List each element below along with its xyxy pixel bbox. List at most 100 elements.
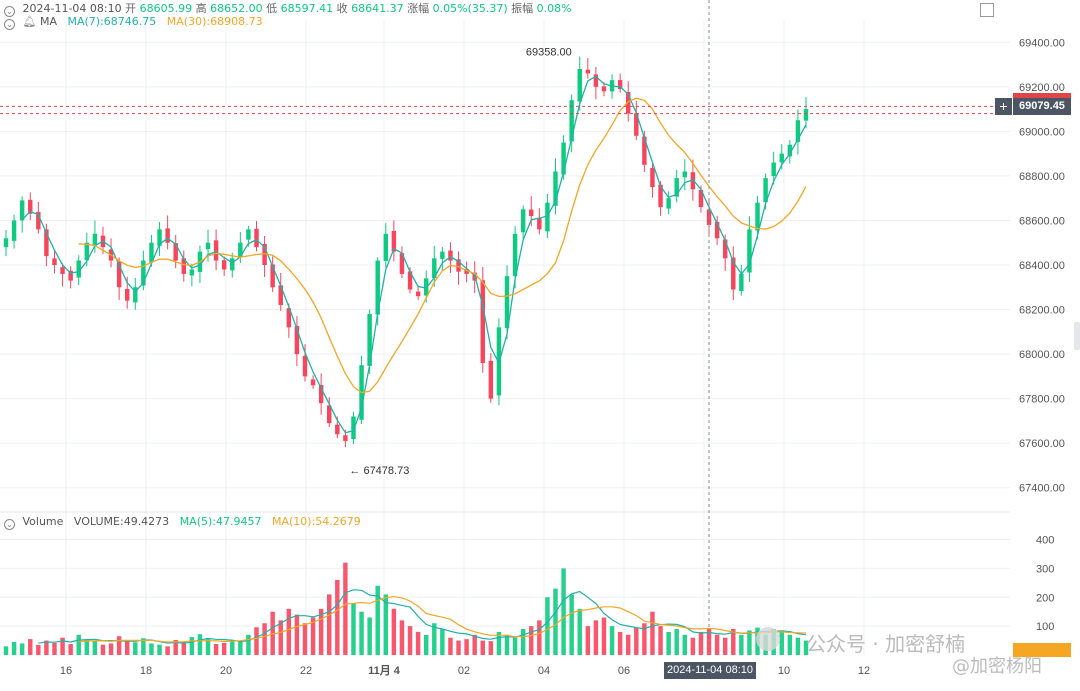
candle-body — [763, 178, 768, 203]
candle-body — [262, 243, 267, 265]
volume-bar — [173, 639, 178, 655]
volume-bar — [407, 626, 413, 655]
candle-body — [407, 271, 413, 290]
volume-bar — [480, 640, 485, 655]
volume-bar — [391, 608, 397, 655]
volume-bar — [165, 646, 170, 655]
candle-body — [456, 259, 461, 272]
volume-bar — [553, 588, 558, 655]
candle-body — [423, 278, 429, 296]
volume-bar — [197, 634, 203, 655]
volume-bar — [739, 634, 744, 655]
volume-bar — [399, 620, 405, 655]
candle-body — [642, 136, 647, 165]
volume-bar — [92, 641, 98, 655]
time-tick-label: 04 — [538, 665, 550, 677]
ma30-text: MA(30):68908.73 — [166, 15, 263, 28]
volume-bar — [367, 617, 372, 655]
candle-body — [318, 385, 324, 404]
volume-bar — [569, 594, 574, 655]
candle-body — [682, 171, 688, 178]
volume-bar — [108, 643, 114, 655]
candle-body — [739, 273, 744, 291]
volume-title: Volume — [22, 515, 64, 528]
candle-body — [747, 229, 752, 273]
expand-icon[interactable] — [980, 3, 994, 17]
price-tick-label: 69200.00 — [1019, 82, 1065, 94]
candle-body — [116, 261, 122, 288]
candle-body — [246, 229, 251, 240]
volume-bar — [666, 631, 671, 655]
volume-bar — [383, 594, 389, 655]
candle-body — [165, 228, 170, 243]
watermark-line2: @加密杨阳 — [952, 656, 1042, 677]
price-tick-label: 68600.00 — [1019, 215, 1065, 227]
candle-body — [722, 239, 728, 259]
chevron-down-icon[interactable]: ⌄ — [4, 519, 15, 530]
volume-tick-label: 400 — [1036, 535, 1054, 547]
candle-body — [3, 238, 9, 248]
bell-icon[interactable]: 🔔︎ — [22, 15, 37, 28]
volume-bar — [488, 641, 494, 655]
candle-body — [375, 260, 380, 315]
amplitude-value: 0.08% — [536, 2, 572, 15]
volume-bar — [294, 614, 300, 655]
price-tick-label: 68200.00 — [1019, 305, 1065, 317]
candle-body — [189, 269, 195, 276]
price-tick-label: 69400.00 — [1019, 37, 1065, 49]
volume-bar — [246, 634, 251, 655]
volume-bar — [19, 643, 25, 655]
candle-body — [520, 209, 526, 233]
candle-body — [512, 233, 518, 277]
candle-body — [529, 209, 534, 216]
volume-tick-label: 200 — [1036, 592, 1054, 604]
volume-bar — [440, 629, 445, 655]
candle-body — [771, 162, 776, 176]
volume-bar — [561, 568, 566, 655]
volume-bar — [529, 626, 534, 655]
candle-body — [11, 220, 17, 241]
volume-bar — [456, 640, 461, 655]
volume-ma5-line — [38, 589, 807, 644]
candle-body — [60, 267, 65, 274]
candle-body — [351, 416, 356, 440]
volume-bar — [133, 642, 138, 655]
time-tick-label: 06 — [618, 665, 630, 677]
volume-bar — [714, 634, 720, 655]
chevron-down-icon[interactable]: ⌄ — [4, 6, 15, 17]
candle-body — [537, 218, 542, 230]
volume-bar — [593, 620, 599, 655]
candle-body — [617, 80, 623, 90]
candle-body — [310, 379, 316, 386]
change-value: 0.05%(35.37) — [432, 2, 508, 15]
candle-body — [213, 240, 219, 261]
ma-legend: ⌄ 🔔︎ MA MA(7):68746.75 MA(30):68908.73 — [4, 15, 263, 30]
time-tick-label: 20 — [220, 665, 232, 677]
volume-bar — [537, 620, 542, 655]
last-price-tag — [1013, 93, 1071, 99]
volume-ma-tag — [1013, 643, 1071, 657]
add-alert-icon[interactable]: + — [995, 98, 1012, 115]
volume-bar — [205, 639, 211, 655]
candle-body — [367, 314, 372, 366]
volume-bar — [3, 646, 9, 655]
volume-bar — [722, 637, 728, 655]
volume-bar — [650, 611, 655, 655]
volume-bar — [343, 562, 348, 655]
panel-resize-handle[interactable] — [1074, 322, 1080, 350]
candle-body — [601, 86, 607, 92]
candle-body — [731, 257, 736, 290]
candle-body — [448, 250, 453, 261]
candle-body — [327, 405, 332, 424]
price-tick-label: 67400.00 — [1019, 483, 1065, 495]
volume-bar — [278, 620, 283, 655]
volume-bar — [76, 634, 81, 655]
chevron-down-icon[interactable]: ⌄ — [4, 19, 15, 30]
volume-ma10-text: MA(10):54.2679 — [271, 515, 361, 528]
volume-bar — [327, 594, 332, 655]
candle-body — [19, 200, 25, 221]
volume-bar — [141, 638, 146, 655]
time-tick-label: 11月 4 — [368, 664, 401, 677]
candle-body — [173, 243, 178, 261]
